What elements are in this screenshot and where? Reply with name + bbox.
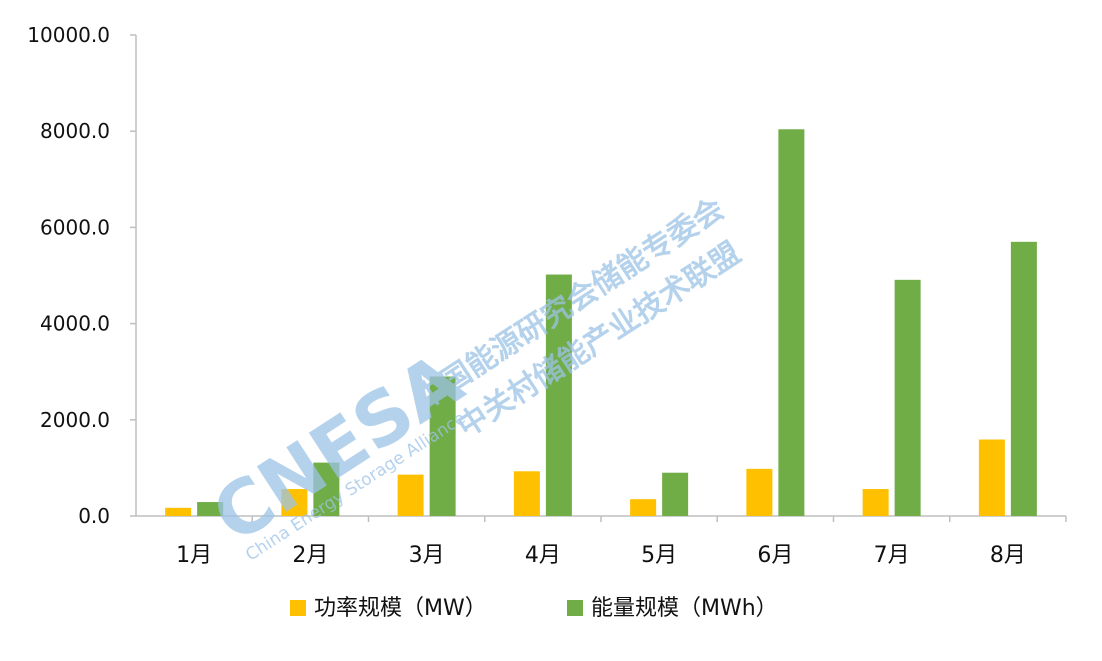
bars bbox=[165, 129, 1037, 516]
y-tick-label: 6000.0 bbox=[40, 215, 110, 239]
bar-energy-2 bbox=[313, 462, 340, 516]
bar-energy-1 bbox=[197, 502, 224, 516]
x-tick-label: 4月 bbox=[525, 543, 561, 568]
y-tick-label: 4000.0 bbox=[40, 312, 110, 336]
x-tick-label: 5月 bbox=[641, 543, 677, 568]
y-tick-label: 0.0 bbox=[78, 504, 110, 528]
x-tick-label: 1月 bbox=[176, 543, 212, 568]
x-tick-label: 7月 bbox=[874, 543, 910, 568]
legend-swatch-2 bbox=[567, 600, 583, 616]
y-tick-label: 10000.0 bbox=[27, 23, 110, 47]
axis-labels: 0.0 2000.0 4000.0 6000.0 8000.0 10000.0 1月 2月 3月… bbox=[27, 23, 1026, 568]
x-tick-label: 8月 bbox=[990, 543, 1026, 568]
x-tick-label: 6月 bbox=[757, 543, 793, 568]
bar-power-2 bbox=[281, 489, 308, 516]
bar-energy-6 bbox=[778, 129, 805, 516]
bar-power-6 bbox=[746, 468, 773, 516]
bar-power-4 bbox=[513, 471, 540, 516]
x-tick-label: 2月 bbox=[292, 543, 328, 568]
legend-label-2: 能量规模（MWh） bbox=[591, 596, 778, 621]
bar-energy-8 bbox=[1010, 241, 1037, 516]
bar-power-8 bbox=[978, 439, 1005, 516]
bar-power-1 bbox=[165, 507, 192, 516]
bar-energy-5 bbox=[662, 472, 689, 516]
bar-power-7 bbox=[862, 489, 889, 516]
bar-energy-7 bbox=[894, 279, 921, 516]
legend-label-1: 功率规模（MW） bbox=[314, 596, 487, 621]
watermark: CNESA China Energy Storage Alliance 中国能源… bbox=[198, 192, 747, 566]
y-tick-label: 2000.0 bbox=[40, 408, 110, 432]
bar-power-3 bbox=[397, 474, 424, 516]
legend-swatch-1 bbox=[290, 600, 306, 616]
legend: 功率规模（MW） 能量规模（MWh） bbox=[290, 596, 778, 621]
y-tick-label: 8000.0 bbox=[40, 119, 110, 143]
x-tick-label: 3月 bbox=[409, 543, 445, 568]
bar-power-5 bbox=[630, 499, 657, 516]
bar-energy-4 bbox=[545, 274, 572, 516]
bar-energy-3 bbox=[429, 376, 456, 516]
